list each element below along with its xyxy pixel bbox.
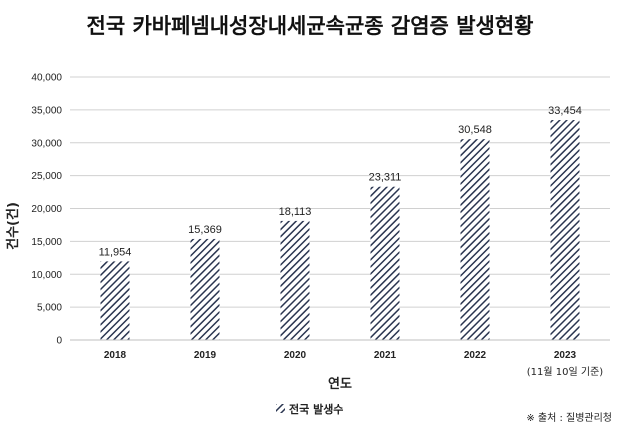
x-tick-note-2023: (11월 10일 기준) — [527, 366, 604, 378]
bar-2019 — [190, 238, 220, 340]
bar-2022 — [460, 139, 490, 340]
y-tick-label: 10,000 — [31, 270, 62, 281]
x-tick-label-2019: 2019 — [194, 350, 217, 361]
y-tick-label: 5,000 — [37, 303, 62, 314]
legend: 전국 발생수 — [276, 402, 343, 416]
legend-label: 전국 발생수 — [289, 402, 343, 416]
x-tick-label-2023: 2023 — [554, 350, 577, 361]
bar-2020 — [280, 220, 310, 340]
data-labels: 11,954 15,369 18,113 23,311 30,548 33,454 — [99, 105, 582, 258]
bars — [100, 120, 580, 340]
y-tick-label: 20,000 — [31, 204, 62, 215]
y-axis-ticks: 0 5,000 10,000 15,000 20,000 25,000 30,000 35,0… — [31, 73, 62, 347]
y-tick-label: 40,000 — [31, 73, 62, 84]
data-label-2020: 18,113 — [279, 206, 312, 218]
x-tick-label-2022: 2022 — [464, 350, 487, 361]
gridlines — [70, 76, 610, 308]
y-tick-label: 25,000 — [31, 171, 62, 182]
y-tick-label: 30,000 — [31, 138, 62, 149]
x-tick-label-2021: 2021 — [374, 350, 397, 361]
bar-2018 — [100, 261, 130, 340]
legend-swatch — [276, 404, 285, 413]
x-axis-label: 연도 — [328, 377, 352, 392]
y-tick-label: 15,000 — [31, 237, 62, 248]
y-axis-label: 건수(건) — [5, 202, 21, 250]
x-tick-label-2020: 2020 — [284, 350, 307, 361]
x-tick-label-2018: 2018 — [104, 350, 127, 361]
x-axis-ticks: 2018 2019 2020 2021 2022 2023 (11월 10일 기준) — [104, 350, 603, 378]
data-label-2019: 15,369 — [188, 224, 222, 236]
source-note: ※ 출처 : 질병관리청 — [526, 412, 612, 424]
y-tick-label: 0 — [56, 336, 62, 347]
bar-2021 — [370, 186, 400, 340]
y-tick-label: 35,000 — [31, 105, 62, 116]
chart-title: 전국 카바페넴내성장내세균속균종 감염증 발생현황 — [87, 14, 534, 38]
data-label-2023: 33,454 — [548, 105, 582, 117]
bar-2023 — [550, 120, 580, 340]
data-label-2018: 11,954 — [99, 246, 132, 258]
data-label-2021: 23,311 — [369, 172, 402, 184]
data-label-2022: 30,548 — [458, 124, 492, 136]
